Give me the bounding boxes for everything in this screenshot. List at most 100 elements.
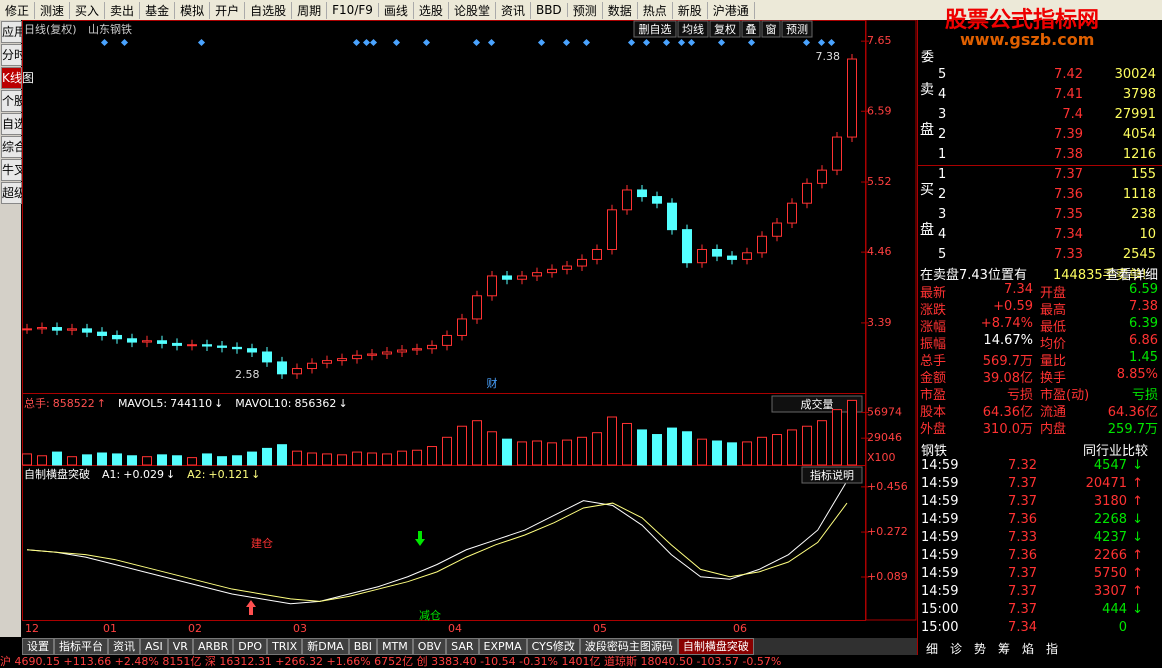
button-label[interactable]: 叠 [746,23,757,36]
indicator-tab[interactable]: 自制横盘突破 [677,638,754,655]
book-level: 5 [938,67,947,82]
candle [562,265,572,270]
side-tab[interactable]: 超级盘口 [1,182,50,204]
indicator-tab[interactable]: 波段密码主图源码 [579,638,678,655]
side-tab[interactable]: 分时图 [1,44,38,66]
volume-bar [727,442,737,466]
book-volume: 27991 [1114,107,1156,122]
volume-legend-value: 856362 [294,397,336,410]
candle [277,361,287,375]
indicator-tab[interactable]: VR [167,638,193,655]
indicator-tab[interactable]: MTM [377,638,413,655]
menu-item[interactable]: 沪港通 [708,1,755,19]
indicator-tab[interactable]: 设置 [22,638,54,655]
button [801,466,863,484]
signal-diamond [677,38,686,47]
indicator-tab[interactable]: ASI [140,638,168,655]
button-label[interactable]: 预测 [786,23,808,36]
menu-item[interactable]: 热点 [638,1,673,19]
indicator-tab[interactable]: BBI [348,638,378,655]
tick-arrow: ↑ [1132,584,1143,599]
indicator-tab[interactable]: ARBR [192,638,234,655]
stat-value: 569.7万 [982,354,1033,369]
indicator-tab[interactable]: OBV [412,638,447,655]
menu-item[interactable]: 预测 [568,1,603,19]
book-volume: 155 [1131,167,1156,182]
button-label[interactable]: 删自选 [639,23,672,36]
menu-item[interactable]: 资讯 [496,1,531,19]
menu-item[interactable]: 自选股 [245,1,293,19]
indicator-tab[interactable]: 新DMA [302,638,349,655]
stat-label: 最低 [1040,320,1067,335]
book-volume: 2545 [1122,247,1156,262]
menu-item[interactable]: F10/F9 [327,3,379,17]
signal-diamond [747,38,756,47]
menu-item[interactable]: 周期 [292,1,328,19]
menu-item[interactable]: 数据 [603,1,638,19]
tick-volume: 4237 [1093,530,1127,545]
candle [637,189,647,198]
indicator-tab[interactable]: TRIX [267,638,303,655]
sell-arrow [415,531,425,546]
menu-item[interactable]: 选股 [414,1,449,19]
panel-tab[interactable]: 细 [926,642,939,656]
tick-price: 7.32 [1008,458,1037,473]
panel-tab[interactable]: 指 [1046,642,1059,656]
volume-title: 成交量 [801,397,834,411]
indicator-tab[interactable]: EXPMA [478,638,527,655]
volume-bar [52,451,62,466]
menu-item[interactable]: 基金 [140,1,176,19]
indicator-tab[interactable]: CYS修改 [526,638,580,655]
side-tab[interactable]: 牛叉诊股 [1,159,50,181]
menu-item[interactable]: 模拟 [175,1,211,19]
indicator-tab[interactable]: SAR [446,638,479,655]
candle [622,189,632,211]
logo-url: www.gszb.com [960,30,1095,49]
button-label[interactable]: 窗 [766,22,777,36]
indicator-tab[interactable]: DPO [233,638,268,655]
tick-arrow: ↓ [1132,530,1143,545]
menu-item[interactable]: 修正 [0,1,36,19]
signal-diamond [827,38,836,47]
indicator-tab[interactable]: 资讯 [108,638,140,655]
volume-legend-trend: ↑ [97,397,106,410]
side-tab[interactable]: 自选股 [1,113,38,135]
side-tab[interactable]: 综合排名 [1,136,50,158]
book-volume: 1118 [1122,187,1156,202]
button-label[interactable]: 复权 [714,22,736,36]
notice-link[interactable]: 查看详细 [1105,268,1158,283]
stat-value: 7.34 [1004,282,1033,297]
candle [652,196,662,204]
panel-tab[interactable]: 势 [974,642,987,656]
signal-diamond [537,38,546,47]
stat-label: 量比 [1040,354,1067,369]
side-tab[interactable]: 应用 [1,21,26,43]
menu-item[interactable]: 开户 [210,1,246,19]
book-level: 2 [938,187,947,202]
menu-item[interactable]: 测速 [35,1,71,19]
menu-item[interactable]: 画线 [379,1,414,19]
notice: 在卖盘7.43位置有 [920,268,1027,283]
indicator-tab[interactable]: 指标平台 [54,638,108,655]
menu-item[interactable]: 买入 [70,1,106,19]
side-tab[interactable]: K线图 [1,67,34,89]
panel-tab[interactable]: 焰 [1022,642,1035,656]
side-tab[interactable]: 个股资料 [1,90,50,112]
menu-item[interactable]: 卖出 [105,1,141,19]
compare[interactable]: 同行业比较 [1082,444,1148,459]
y-tick-label: 4.46 [867,245,892,258]
volume-bar [487,431,497,466]
candle [742,252,752,260]
panel-tab[interactable]: 筹 [998,642,1011,656]
tick-time: 14:59 [921,512,959,527]
menu-item[interactable]: 新股 [673,1,708,19]
candle [187,344,197,347]
panel-tab[interactable]: 诊 [950,642,963,656]
menu-item[interactable]: BBD [531,3,568,17]
volume-bar [532,440,542,466]
indicator-legend-value: +0.121 [208,468,249,481]
signal-diamond [100,38,109,47]
menu-item[interactable]: 论股堂 [449,1,496,19]
volume-bar [772,434,782,466]
button-label[interactable]: 均线 [682,22,704,36]
